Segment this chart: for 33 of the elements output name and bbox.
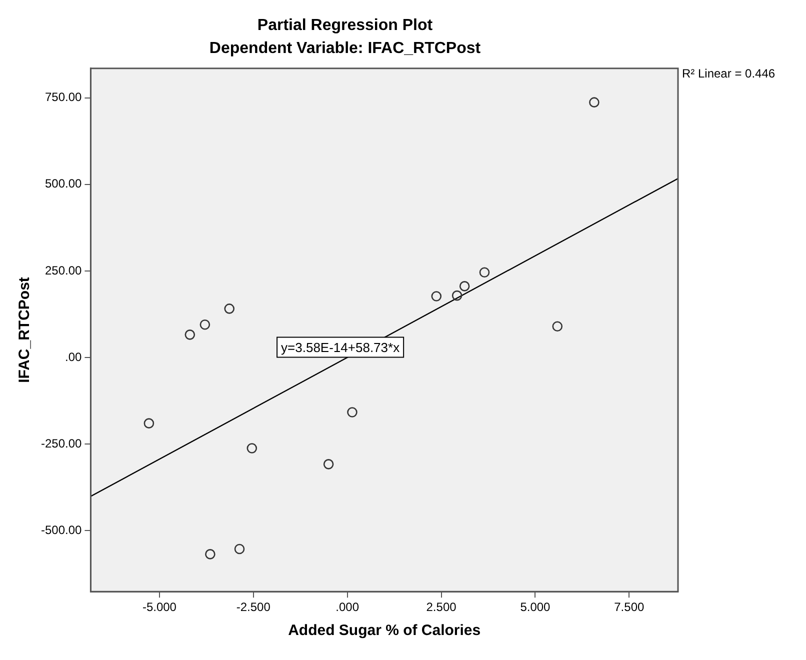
point: [347, 407, 358, 418]
point: [246, 443, 258, 454]
point: [323, 459, 334, 470]
point: [452, 290, 462, 301]
y-tick-label: -500.00: [40, 522, 82, 537]
point: [144, 418, 154, 428]
point: [589, 97, 600, 108]
x-axis-title: Added Sugar % of Calories: [288, 622, 481, 640]
chart-subtitle: Dependent Variable: IFAC_RTCPost: [209, 40, 482, 58]
y-tick-label: 250.00: [44, 263, 82, 278]
x-tick-label: 5.000: [520, 600, 551, 614]
text: R² Linear = 0.446: [682, 66, 776, 81]
x-tick-label: -5.000: [142, 600, 177, 614]
y-tick-label: -250.00: [40, 436, 82, 450]
point: [184, 330, 196, 340]
point: [234, 544, 245, 554]
x-tick-label: -2.500: [236, 600, 271, 614]
point: [552, 321, 563, 332]
point: [224, 304, 234, 314]
point: [200, 319, 210, 330]
x-tick-label: .000: [336, 600, 360, 614]
chart-title: Partial Regression Plot: [257, 17, 434, 34]
y-tick-label: 750.00: [44, 90, 82, 104]
x-tick-label: 2.500: [426, 600, 457, 614]
point: [459, 281, 470, 292]
y-tick-label: 500.00: [44, 176, 82, 191]
annotation: y=3.58E-14+58.73*x: [281, 340, 400, 355]
y-tick-label: .00: [65, 350, 82, 364]
y-axis-title: IFAC_RTCPost: [16, 277, 34, 383]
point: [431, 291, 442, 302]
point: [479, 267, 490, 278]
point: [205, 549, 216, 560]
x-tick-label: 7.500: [614, 600, 644, 614]
